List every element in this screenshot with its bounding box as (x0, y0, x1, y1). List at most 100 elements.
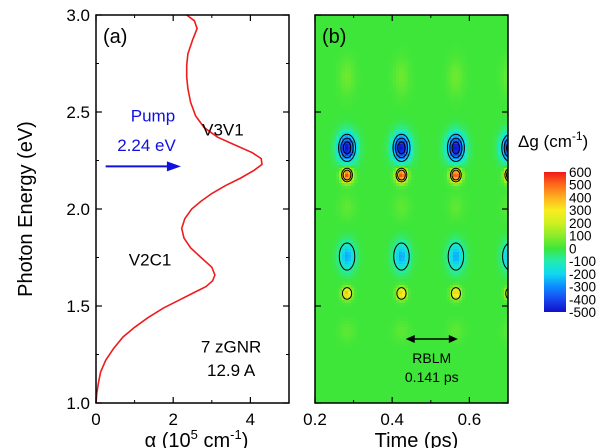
heatmap-cell (450, 114, 454, 118)
heatmap-cell (375, 63, 379, 67)
heatmap-cell (375, 126, 379, 130)
heatmap-cell (372, 66, 376, 70)
heatmap-cell (318, 243, 322, 247)
heatmap-cell (432, 21, 436, 25)
heatmap-cell (459, 27, 463, 31)
heatmap-cell (498, 222, 502, 226)
heatmap-cell (420, 171, 424, 175)
heatmap-cell (354, 78, 358, 82)
heatmap-cell (375, 30, 379, 34)
heatmap-cell (351, 114, 355, 118)
heatmap-cell (477, 90, 481, 94)
heatmap-cell (504, 27, 508, 31)
heatmap-cell (435, 129, 439, 133)
heatmap-cell (354, 186, 358, 190)
heatmap-cell (372, 57, 376, 61)
heatmap-cell (495, 174, 499, 178)
heatmap-cell (411, 195, 415, 199)
heatmap-cell (492, 225, 496, 229)
heatmap-cell (447, 177, 451, 181)
heatmap-cell (363, 36, 367, 40)
heatmap-cell (444, 216, 448, 220)
heatmap-cell (387, 72, 391, 76)
heatmap-cell (399, 33, 403, 37)
heatmap-cell (405, 198, 409, 202)
heatmap-cell (477, 192, 481, 196)
heatmap-cell (369, 144, 373, 148)
heatmap-cell (462, 36, 466, 40)
heatmap-cell (372, 54, 376, 58)
heatmap-cell (438, 111, 442, 115)
heatmap-cell (321, 138, 325, 142)
heatmap-cell (477, 201, 481, 205)
heatmap-cell (366, 27, 370, 31)
heatmap-cell (483, 225, 487, 229)
heatmap-cell (417, 114, 421, 118)
heatmap-cell (450, 99, 454, 103)
heatmap-cell (390, 72, 394, 76)
heatmap-cell (393, 72, 397, 76)
heatmap-cell (471, 228, 475, 232)
heatmap-cell (465, 102, 469, 106)
heatmap-cell (465, 201, 469, 205)
heatmap-cell (339, 96, 343, 100)
heatmap-cell (444, 69, 448, 73)
heatmap-cell (438, 195, 442, 199)
heatmap-cell (477, 240, 481, 244)
heatmap-cell (444, 240, 448, 244)
heatmap-cell (399, 201, 403, 205)
heatmap-cell (441, 189, 445, 193)
heatmap-cell (390, 93, 394, 97)
heatmap-cell (372, 165, 376, 169)
heatmap-cell (477, 42, 481, 46)
heatmap-cell (369, 210, 373, 214)
heatmap-cell (402, 234, 406, 238)
heatmap-cell (477, 198, 481, 202)
heatmap-cell (381, 120, 385, 124)
heatmap-cell (462, 171, 466, 175)
heatmap-cell (351, 75, 355, 79)
heatmap-cell (381, 93, 385, 97)
heatmap-cell (471, 237, 475, 241)
heatmap-cell (504, 42, 508, 46)
heatmap-cell (390, 33, 394, 37)
heatmap-cell (429, 153, 433, 157)
heatmap-cell (441, 108, 445, 112)
heatmap-cell (405, 225, 409, 229)
heatmap-cell (387, 219, 391, 223)
heatmap-cell (339, 81, 343, 85)
heatmap-cell (357, 198, 361, 202)
heatmap-cell (408, 57, 412, 61)
heatmap-cell (342, 141, 346, 145)
heatmap-cell (423, 39, 427, 43)
heatmap-cell (435, 201, 439, 205)
heatmap-cell (492, 186, 496, 190)
heatmap-cell (402, 30, 406, 34)
heatmap-cell (411, 240, 415, 244)
heatmap-cell (411, 180, 415, 184)
heatmap-cell (351, 204, 355, 208)
heatmap-cell (489, 168, 493, 172)
heatmap-cell (360, 192, 364, 196)
heatmap-cell (447, 45, 451, 49)
heatmap-cell (423, 57, 427, 61)
heatmap-cell (387, 174, 391, 178)
heatmap-cell (441, 126, 445, 130)
heatmap-cell (342, 15, 346, 19)
heatmap-cell (351, 117, 355, 121)
heatmap-cell (363, 192, 367, 196)
heatmap-cell (462, 201, 466, 205)
heatmap-cell (402, 21, 406, 25)
heatmap-cell (369, 186, 373, 190)
heatmap-cell (375, 225, 379, 229)
heatmap-cell (381, 168, 385, 172)
heatmap-cell (465, 15, 469, 19)
heatmap-cell (456, 132, 460, 136)
heatmap-cell (447, 30, 451, 34)
heatmap-cell (324, 114, 328, 118)
heatmap-cell (330, 120, 334, 124)
heatmap-cell (336, 195, 340, 199)
heatmap-cell (330, 27, 334, 31)
heatmap-cell (333, 96, 337, 100)
heatmap-cell (438, 159, 442, 163)
